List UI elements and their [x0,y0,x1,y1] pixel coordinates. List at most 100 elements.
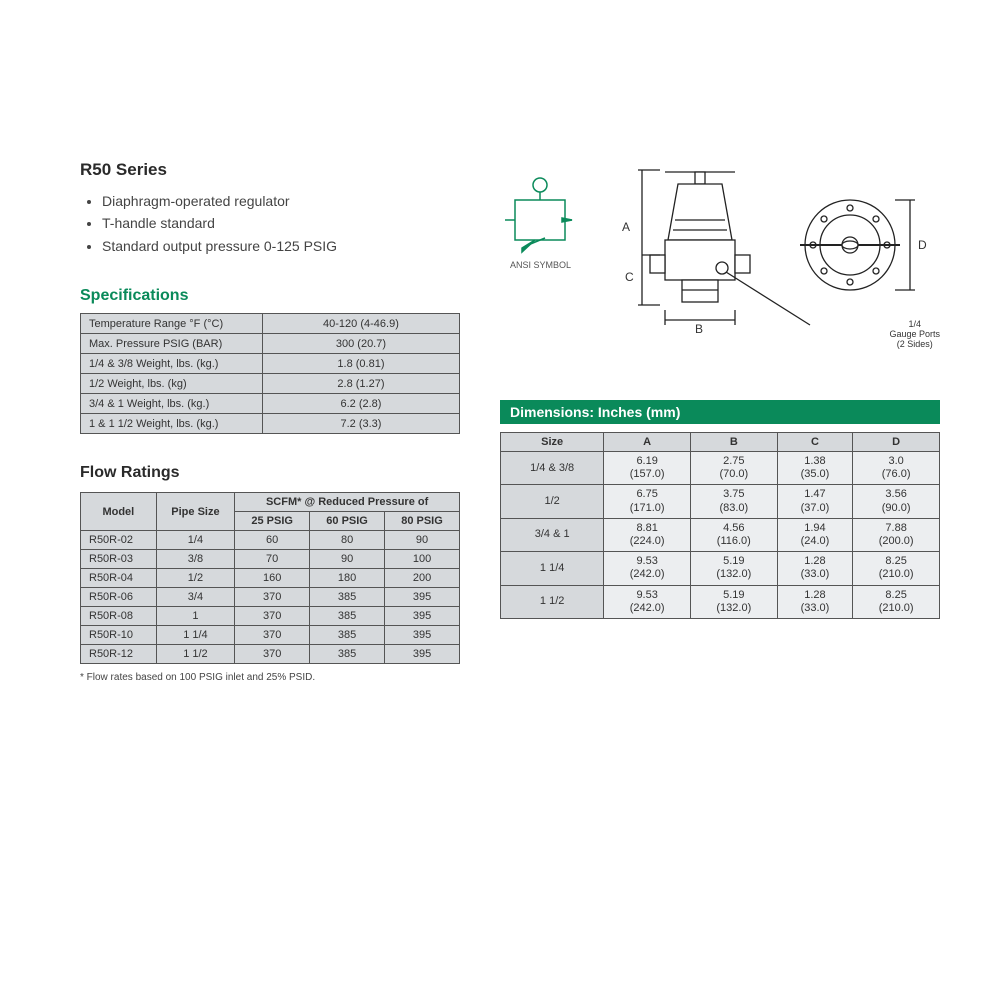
dim-size: 1/4 & 3/8 [501,452,604,485]
flow-value: 385 [310,607,385,626]
flow-footnote: * Flow rates based on 100 PSIG inlet and… [80,672,460,683]
dim-value: 2.75(70.0) [690,452,777,485]
flow-value: 385 [310,626,385,645]
flow-value: 370 [235,626,310,645]
dim-row: 1 1/49.53(242.0)5.19(132.0)1.28(33.0)8.2… [501,552,940,585]
spec-label: Temperature Range °F (°C) [81,314,263,334]
flow-value: 385 [310,645,385,664]
dim-value: 8.25(210.0) [853,585,940,618]
dim-row: 1/26.75(171.0)3.75(83.0)1.47(37.0)3.56(9… [501,485,940,518]
dim-value: 5.19(132.0) [690,585,777,618]
feature-list: Diaphragm-operated regulator T-handle st… [102,190,460,257]
spec-label: Max. Pressure PSIG (BAR) [81,334,263,354]
flow-model: R50R-03 [81,550,157,569]
spec-row: 3/4 & 1 Weight, lbs. (kg.)6.2 (2.8) [81,394,460,414]
flow-value: 100 [385,550,460,569]
spec-row: Max. Pressure PSIG (BAR)300 (20.7) [81,334,460,354]
col-60psig: 60 PSIG [310,512,385,531]
flow-value: 395 [385,626,460,645]
dimensions-heading: Dimensions: Inches (mm) [500,400,940,424]
dim-value: 8.81(224.0) [604,518,691,551]
flow-pipe: 3/8 [156,550,235,569]
flow-value: 370 [235,607,310,626]
dim-row: 1/4 & 3/86.19(157.0)2.75(70.0)1.38(35.0)… [501,452,940,485]
flow-row: R50R-033/87090100 [81,550,460,569]
dim-size: 1/2 [501,485,604,518]
dim-value: 5.19(132.0) [690,552,777,585]
dim-row: 1 1/29.53(242.0)5.19(132.0)1.28(33.0)8.2… [501,585,940,618]
flow-model: R50R-04 [81,569,157,588]
dimensions-table: Size A B C D 1/4 & 3/86.19(157.0)2.75(70… [500,432,940,619]
dim-value: 1.28(33.0) [777,585,853,618]
dim-value: 9.53(242.0) [604,585,691,618]
spec-value: 6.2 (2.8) [262,394,459,414]
spec-row: 1/2 Weight, lbs. (kg)2.8 (1.27) [81,374,460,394]
flow-value: 385 [310,588,385,607]
dim-value: 9.53(242.0) [604,552,691,585]
spec-label: 1/4 & 3/8 Weight, lbs. (kg.) [81,354,263,374]
spec-value: 40-120 (4-46.9) [262,314,459,334]
spec-row: 1 & 1 1/2 Weight, lbs. (kg.)7.2 (3.3) [81,414,460,434]
flow-row: R50R-081370385395 [81,607,460,626]
dim-value: 4.56(116.0) [690,518,777,551]
spec-value: 300 (20.7) [262,334,459,354]
spec-label: 3/4 & 1 Weight, lbs. (kg.) [81,394,263,414]
col-25psig: 25 PSIG [235,512,310,531]
flow-value: 370 [235,588,310,607]
ansi-symbol-label: ANSI SYMBOL [510,260,571,270]
flow-value: 90 [385,531,460,550]
flow-row: R50R-121 1/2370385395 [81,645,460,664]
flow-value: 160 [235,569,310,588]
flow-row: R50R-063/4370385395 [81,588,460,607]
spec-row: 1/4 & 3/8 Weight, lbs. (kg.)1.8 (0.81) [81,354,460,374]
flow-value: 200 [385,569,460,588]
dim-col-a: A [604,433,691,452]
flow-model: R50R-08 [81,607,157,626]
feature-item: T-handle standard [102,212,460,234]
col-80psig: 80 PSIG [385,512,460,531]
flow-pipe: 1 1/2 [156,645,235,664]
flow-model: R50R-02 [81,531,157,550]
dim-col-size: Size [501,433,604,452]
gauge-ports-label: 1/4 Gauge Ports (2 Sides) [889,320,940,350]
spec-label: 1 & 1 1/2 Weight, lbs. (kg.) [81,414,263,434]
dim-letter-d: D [918,238,927,252]
dim-letter-c: C [625,270,634,284]
spec-value: 1.8 (0.81) [262,354,459,374]
flow-value: 80 [310,531,385,550]
flow-model: R50R-10 [81,626,157,645]
col-model: Model [81,493,157,531]
specifications-heading: Specifications [80,287,460,305]
flow-pipe: 3/4 [156,588,235,607]
flow-value: 70 [235,550,310,569]
flow-value: 180 [310,569,385,588]
flow-value: 395 [385,607,460,626]
spec-row: Temperature Range °F (°C)40-120 (4-46.9) [81,314,460,334]
dim-value: 1.94(24.0) [777,518,853,551]
dim-letter-b: B [695,322,703,336]
flow-ratings-heading: Flow Ratings [80,464,460,482]
flow-pipe: 1/4 [156,531,235,550]
feature-item: Diaphragm-operated regulator [102,190,460,212]
flow-value: 370 [235,645,310,664]
dim-value: 6.19(157.0) [604,452,691,485]
col-pipe-size: Pipe Size [156,493,235,531]
dim-value: 6.75(171.0) [604,485,691,518]
flow-value: 90 [310,550,385,569]
dim-size: 1 1/2 [501,585,604,618]
spec-value: 7.2 (3.3) [262,414,459,434]
dim-value: 3.56(90.0) [853,485,940,518]
product-diagram: ANSI SYMBOL A C B D 1/4 Gauge Ports (2 S… [500,160,940,360]
flow-row: R50R-041/2160180200 [81,569,460,588]
dim-letter-a: A [622,220,630,234]
flow-value: 395 [385,645,460,664]
spec-value: 2.8 (1.27) [262,374,459,394]
flow-row: R50R-021/4608090 [81,531,460,550]
dim-col-b: B [690,433,777,452]
dim-row: 3/4 & 18.81(224.0)4.56(116.0)1.94(24.0)7… [501,518,940,551]
dim-value: 8.25(210.0) [853,552,940,585]
specifications-table: Temperature Range °F (°C)40-120 (4-46.9)… [80,313,460,434]
dim-value: 3.75(83.0) [690,485,777,518]
dim-col-d: D [853,433,940,452]
spec-label: 1/2 Weight, lbs. (kg) [81,374,263,394]
